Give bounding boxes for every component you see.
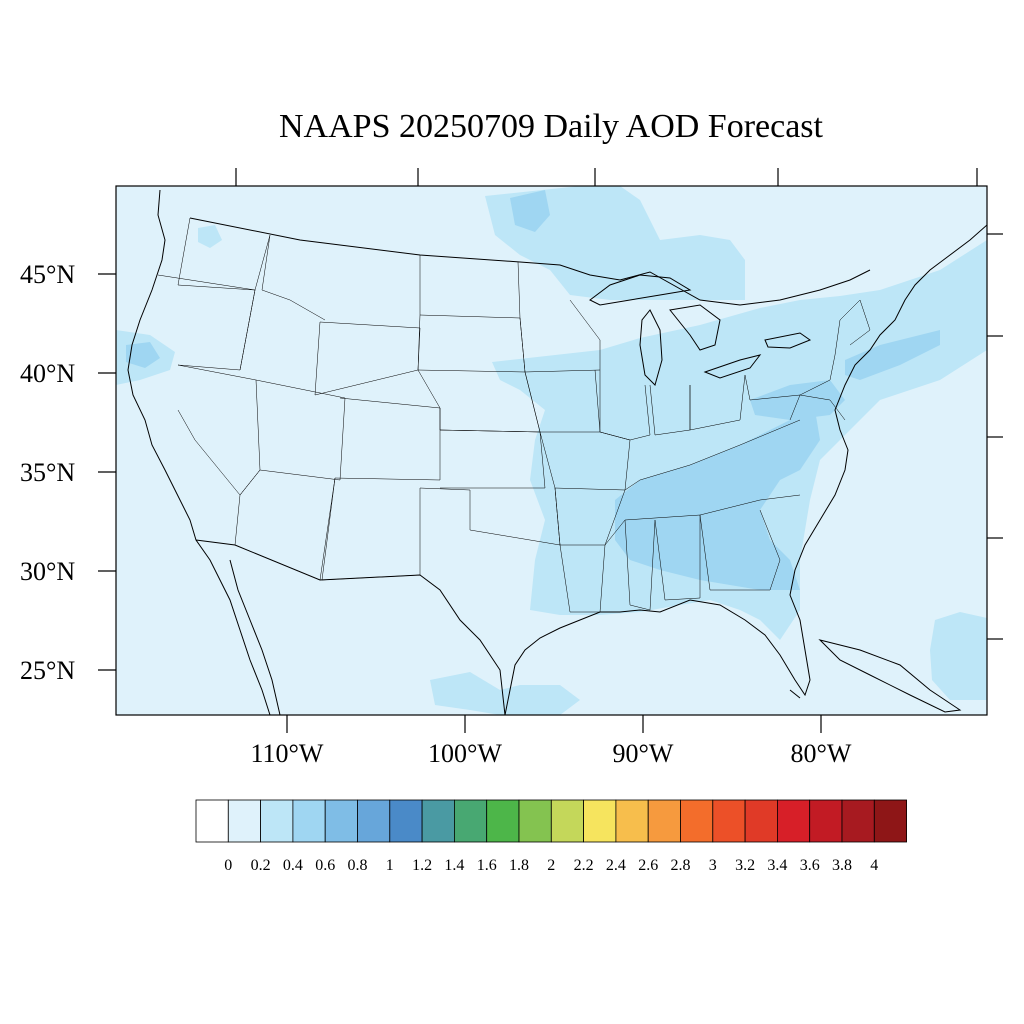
lat-labels: 45°N 40°N 35°N 30°N 25°N bbox=[20, 260, 75, 685]
gulf-coastline bbox=[504, 224, 987, 715]
colorbar-label: 2.2 bbox=[574, 857, 594, 874]
map-title: NAAPS 20250709 Daily AOD Forecast bbox=[279, 108, 823, 145]
colorbar-label: 3.8 bbox=[832, 857, 852, 874]
top-ticks bbox=[235, 168, 978, 186]
colorbar-swatch bbox=[550, 799, 584, 843]
colorbar-swatch bbox=[583, 799, 617, 843]
colorbar-swatch bbox=[260, 799, 294, 843]
lake-michigan bbox=[639, 309, 663, 386]
colorbar-swatch bbox=[712, 799, 746, 843]
lon-label-80w: 80°W bbox=[791, 739, 852, 768]
colorbar-label: 1.2 bbox=[412, 857, 432, 874]
left-ticks bbox=[98, 273, 116, 671]
colorbar-label: 2.4 bbox=[606, 857, 626, 874]
colorbar-swatch bbox=[357, 799, 391, 843]
colorbar-label: 0.2 bbox=[251, 857, 271, 874]
bottom-ticks bbox=[286, 715, 822, 733]
colorbar-swatch bbox=[744, 799, 778, 843]
lat-label-40: 40°N bbox=[20, 359, 75, 388]
colorbar-swatch bbox=[873, 799, 907, 843]
plume-southeast-core bbox=[615, 410, 820, 590]
colorbar-label: 0.8 bbox=[348, 857, 368, 874]
lake-ontario bbox=[764, 332, 812, 349]
colorbar-swatch bbox=[195, 799, 229, 843]
baja-gulf bbox=[229, 559, 281, 715]
plume-caribbean bbox=[930, 612, 987, 700]
colorbar-label: 2.8 bbox=[671, 857, 691, 874]
colorbar-label: 1.8 bbox=[509, 857, 529, 874]
lon-label-90w: 90°W bbox=[613, 739, 674, 768]
colorbar-swatch bbox=[809, 799, 843, 843]
state-borders bbox=[157, 217, 871, 613]
colorbar-swatch bbox=[647, 799, 681, 843]
colorbar-swatch bbox=[615, 799, 649, 843]
colorbar bbox=[195, 799, 907, 843]
lake-erie bbox=[703, 354, 762, 379]
right-ticks bbox=[987, 233, 1003, 640]
plume-canada-north bbox=[485, 186, 745, 300]
lat-label-35: 35°N bbox=[20, 458, 75, 487]
colorbar-swatch bbox=[389, 799, 423, 843]
plume-manitoba bbox=[510, 190, 550, 232]
lake-superior bbox=[589, 274, 692, 306]
colorbar-label: 1 bbox=[386, 857, 394, 874]
colorbar-swatch bbox=[777, 799, 811, 843]
colorbar-swatch bbox=[453, 799, 488, 843]
colorbar-label: 0.6 bbox=[315, 857, 335, 874]
plume-mexico bbox=[430, 672, 580, 715]
lon-labels: 110°W 100°W 90°W 80°W bbox=[251, 739, 852, 768]
plume-atlantic-ne bbox=[845, 330, 940, 380]
colorbar-label: 1.6 bbox=[477, 857, 497, 874]
colorbar-swatch bbox=[680, 799, 714, 843]
map-frame bbox=[115, 185, 988, 716]
plume-norcal bbox=[126, 342, 160, 368]
lat-label-45: 45°N bbox=[20, 260, 75, 289]
lat-label-25: 25°N bbox=[20, 656, 75, 685]
lon-label-100w: 100°W bbox=[428, 739, 502, 768]
plume-washington bbox=[198, 225, 222, 248]
lat-label-30: 30°N bbox=[20, 557, 75, 586]
pacific-coastline bbox=[127, 189, 271, 715]
colorbar-label: 3.4 bbox=[767, 857, 787, 874]
lake-huron bbox=[669, 304, 721, 351]
lon-label-110w: 110°W bbox=[251, 739, 324, 768]
colorbar-label: 3.2 bbox=[735, 857, 755, 874]
colorbar-label: 2 bbox=[547, 857, 555, 874]
colorbar-label: 0.4 bbox=[283, 857, 303, 874]
canada-border bbox=[189, 217, 871, 306]
colorbar-swatch bbox=[421, 799, 455, 843]
colorbar-label: 3 bbox=[709, 857, 717, 874]
colorbar-swatch bbox=[227, 799, 262, 843]
colorbar-swatch bbox=[486, 799, 520, 843]
colorbar-swatch bbox=[841, 799, 875, 843]
cuba bbox=[818, 639, 962, 713]
colorbar-swatch bbox=[518, 799, 552, 843]
florida-keys bbox=[789, 689, 801, 699]
colorbar-swatch bbox=[292, 799, 326, 843]
colorbar-labels: 0 0.2 0.4 0.6 0.8 1 1.2 1.4 1.6 1.8 2 2.2 2.4 2.6 2.8 3… bbox=[224, 857, 878, 874]
colorbar-label: 0 bbox=[224, 857, 232, 874]
aod-plumes bbox=[116, 186, 987, 715]
colorbar-swatch bbox=[324, 799, 358, 843]
colorbar-label: 3.6 bbox=[800, 857, 820, 874]
colorbar-label: 2.6 bbox=[638, 857, 658, 874]
plume-ohio-valley bbox=[750, 380, 845, 420]
colorbar-label: 1.4 bbox=[444, 857, 464, 874]
colorbar-label: 4 bbox=[870, 857, 878, 874]
